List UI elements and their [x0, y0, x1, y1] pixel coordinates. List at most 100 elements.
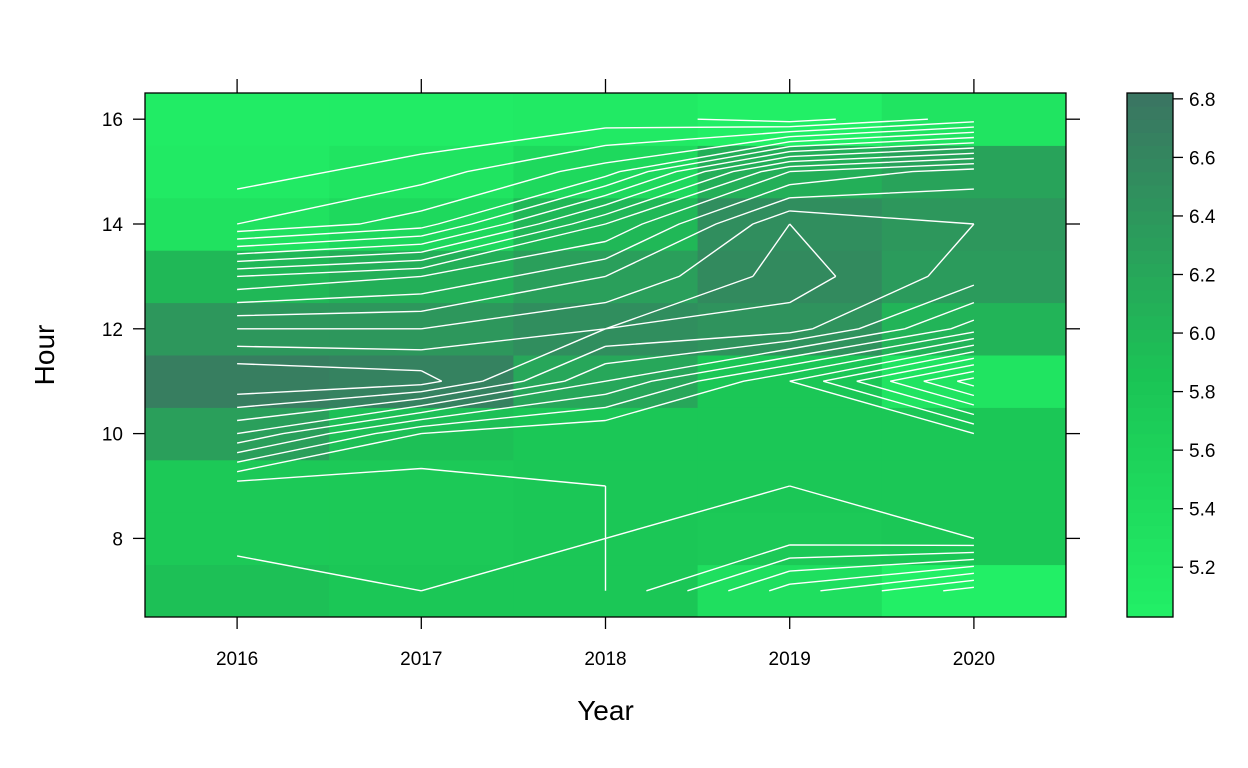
contour-line [236, 168, 975, 444]
heatmap-cell [145, 355, 330, 408]
x-tick-label: 2019 [769, 649, 811, 670]
colorbar-tick-label: 5.6 [1189, 441, 1215, 462]
y-tick-label: 16 [102, 110, 123, 131]
colorbar-band [1127, 263, 1173, 277]
colorbar-band [1127, 446, 1173, 461]
heatmap-cell [145, 459, 330, 513]
contour-line [236, 147, 975, 592]
contour-line [697, 118, 974, 592]
contour-line [237, 131, 975, 592]
colorbar-band [1127, 210, 1173, 225]
colorbar-band [1127, 289, 1173, 304]
colorbar-tick-label: 6.2 [1189, 265, 1215, 286]
heatmap-cell [697, 250, 883, 304]
heatmap-cell [329, 93, 514, 146]
contour-line [236, 152, 975, 473]
x-axis-title: Year [577, 695, 634, 726]
heatmap-cell [145, 564, 330, 618]
y-axis-title: Hour [29, 325, 60, 386]
heatmap-cell [513, 407, 699, 461]
heatmap-cell [145, 145, 330, 199]
colorbar-band [1127, 302, 1173, 317]
colorbar-band [1127, 525, 1173, 539]
heatmap-cell [881, 459, 1067, 513]
heatmap-cell [145, 93, 330, 146]
colorbar-band [1127, 355, 1173, 369]
heatmap-cell [881, 302, 1067, 356]
heatmap-cell [697, 512, 883, 566]
colorbar-band [1127, 197, 1173, 212]
colorbar-band [1127, 106, 1173, 120]
heatmap-cell [329, 512, 514, 566]
contour-lines [236, 118, 975, 592]
colorbar-band [1127, 499, 1173, 513]
colorbar-band [1127, 184, 1173, 199]
heatmap-cell [881, 564, 1067, 618]
colorbar-frame [1126, 92, 1174, 618]
colorbar-band [1127, 237, 1173, 251]
contour-line [237, 363, 443, 395]
colorbar-band [1127, 394, 1173, 408]
colorbar-tick-label: 6.8 [1189, 90, 1215, 111]
heatmap-cell [513, 93, 699, 146]
heatmap-cell [881, 355, 1067, 408]
colorbar-band [1127, 590, 1173, 605]
colorbar-tick-label: 6.0 [1189, 324, 1215, 345]
colorbar-band [1127, 472, 1173, 487]
colorbar-band [1127, 459, 1173, 474]
colorbar-band [1127, 250, 1173, 264]
y-tick-label: 8 [112, 529, 123, 550]
contour-line [236, 188, 975, 435]
colorbar-band [1127, 93, 1173, 107]
colorbar-tick-label: 6.6 [1189, 148, 1215, 169]
colorbar-band [1127, 512, 1173, 526]
colorbar-tick-label: 5.4 [1189, 500, 1216, 521]
colorbar-band [1127, 119, 1173, 133]
x-tick-label: 2017 [400, 649, 442, 670]
colorbar-band [1127, 132, 1173, 146]
colorbar-band [1127, 224, 1173, 238]
contour-line [237, 136, 975, 592]
heatmap-cell [881, 93, 1067, 146]
colorbar-band [1127, 551, 1173, 566]
colorbar-band [1127, 368, 1173, 382]
colorbar-band [1127, 577, 1173, 592]
heatmap-cell [329, 355, 514, 408]
contour-line [237, 210, 975, 422]
heatmap-cell [697, 564, 883, 618]
colorbar-band [1127, 420, 1173, 435]
colorbar: 5.2 5.4 5.6 5.8 6.0 6.2 6.4 6.6 6.8 [1126, 90, 1216, 618]
contour-line [236, 157, 975, 463]
colorbar-band [1127, 486, 1173, 500]
y-axis: 8 10 12 14 16 [102, 110, 1080, 550]
y-tick-label: 14 [102, 215, 124, 236]
heatmap-cell [697, 407, 883, 461]
colorbar-band [1127, 341, 1173, 356]
x-tick-label: 2020 [953, 649, 995, 670]
colorbar-band [1127, 564, 1173, 579]
heatmap-cell [329, 459, 514, 513]
colorbar-tick-label: 6.4 [1189, 207, 1216, 228]
colorbar-band [1127, 276, 1173, 291]
colorbar-band [1127, 381, 1173, 395]
colorbar-band [1127, 433, 1173, 448]
x-tick-label: 2016 [216, 649, 258, 670]
y-tick-label: 12 [102, 320, 123, 341]
colorbar-band [1127, 407, 1173, 422]
x-tick-label: 2018 [584, 649, 626, 670]
x-axis: 2016 2017 2018 2019 2020 [216, 79, 995, 670]
heatmap-cell [881, 250, 1067, 304]
contour-line [236, 121, 975, 592]
contour-line [237, 142, 975, 592]
contour-line [237, 126, 975, 592]
contour-line [237, 223, 837, 409]
colorbar-band [1127, 171, 1173, 186]
contour-line [236, 118, 974, 592]
colorbar-band [1127, 158, 1173, 173]
colorbar-tick-label: 5.2 [1189, 558, 1215, 579]
colorbar-band [1127, 145, 1173, 160]
colorbar-band [1127, 603, 1173, 618]
colorbar-tick-label: 5.8 [1189, 383, 1215, 404]
contour-line [236, 163, 975, 454]
